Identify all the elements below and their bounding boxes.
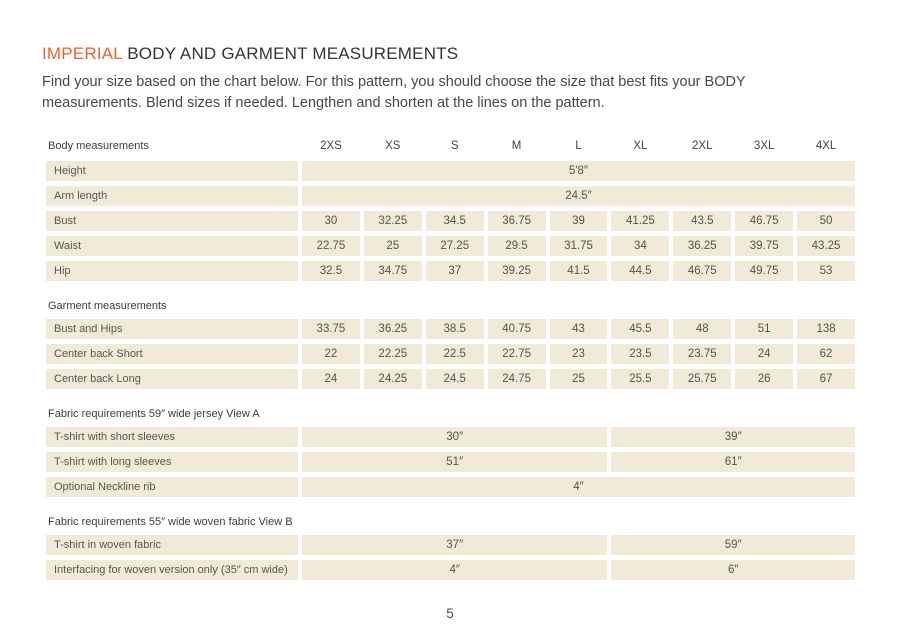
section-heading: Fabric requirements 59″ wide jersey View…	[46, 394, 855, 422]
page-header: IMPERIAL BODY AND GARMENT MEASUREMENTS F…	[42, 44, 832, 114]
row-label: Center back Short	[46, 344, 298, 364]
value-cell: 46.75	[735, 211, 794, 231]
size-column-header: XS	[385, 140, 401, 152]
value-cell: 34	[611, 236, 670, 256]
value-cell: 32.5	[302, 261, 360, 281]
value-cell: 25	[363, 236, 422, 256]
page-subtitle: Find your size based on the chart below.…	[42, 74, 746, 111]
size-table: Body measurements 2XS XS S M L XL 2XL 3XL 4XL Heig…	[46, 136, 855, 580]
size-column-header: 2XS	[320, 140, 342, 152]
value-cell: 36.75	[487, 211, 546, 231]
value-cell: 4″	[302, 477, 855, 497]
row-label: Optional Neckline rib	[46, 477, 298, 497]
value-cell: 138	[797, 319, 855, 339]
value-cell: 6″	[611, 560, 855, 580]
value-cell: 26	[735, 369, 794, 389]
size-column-header: 2XL	[692, 140, 713, 152]
value-cell: 23.75	[673, 344, 732, 364]
value-cell: 30″	[302, 427, 608, 447]
value-cell: 39.75	[735, 236, 794, 256]
value-cell: 29.5	[487, 236, 546, 256]
value-cell: 53	[797, 261, 855, 281]
page-title-rest: BODY AND GARMENT MEASUREMENTS	[122, 44, 459, 63]
value-cell: 39	[549, 211, 608, 231]
value-cell: 22.25	[363, 344, 422, 364]
value-cell: 25.75	[673, 369, 732, 389]
value-cell: 24.5″	[302, 186, 855, 206]
value-cell: 43.25	[797, 236, 855, 256]
value-cell: 31.75	[549, 236, 608, 256]
row-label: Height	[46, 161, 298, 181]
value-cell: 48	[673, 319, 732, 339]
value-cell: 62	[797, 344, 855, 364]
value-cell: 39″	[611, 427, 855, 447]
size-column-header: 4XL	[815, 140, 837, 152]
table-header-label: Body measurements	[48, 140, 149, 152]
value-cell: 24.5	[425, 369, 484, 389]
value-cell: 41.5	[549, 261, 608, 281]
value-cell: 37″	[302, 535, 608, 555]
value-cell: 67	[797, 369, 855, 389]
value-cell: 59″	[611, 535, 855, 555]
value-cell: 22.75	[302, 236, 360, 256]
value-cell: 43	[549, 319, 608, 339]
value-cell: 36.25	[363, 319, 422, 339]
size-column-header: S	[450, 140, 459, 152]
value-cell: 22	[302, 344, 360, 364]
value-cell: 23	[549, 344, 608, 364]
value-cell: 22.75	[487, 344, 546, 364]
value-cell: 24	[302, 369, 360, 389]
value-cell: 51	[735, 319, 794, 339]
value-cell: 43.5	[673, 211, 732, 231]
size-column-header: XL	[633, 140, 648, 152]
value-cell: 50	[797, 211, 855, 231]
section-heading: Garment measurements	[46, 286, 855, 314]
size-column-header: M	[511, 140, 522, 152]
value-cell: 61″	[611, 452, 855, 472]
row-label: Waist	[46, 236, 298, 256]
value-cell: 45.5	[611, 319, 670, 339]
value-cell: 24.75	[487, 369, 546, 389]
value-cell: 46.75	[673, 261, 732, 281]
value-cell: 32.25	[363, 211, 422, 231]
row-label: Bust and Hips	[46, 319, 298, 339]
value-cell: 38.5	[425, 319, 484, 339]
value-cell: 24.25	[363, 369, 422, 389]
row-label: T-shirt with long sleeves	[46, 452, 298, 472]
row-label: Center back Long	[46, 369, 298, 389]
value-cell: 44.5	[611, 261, 670, 281]
value-cell: 36.25	[673, 236, 732, 256]
value-cell: 30	[302, 211, 360, 231]
value-cell: 34.5	[425, 211, 484, 231]
value-cell: 24	[735, 344, 794, 364]
value-cell: 4″	[302, 560, 608, 580]
value-cell: 49.75	[735, 261, 794, 281]
row-label: T-shirt in woven fabric	[46, 535, 298, 555]
value-cell: 27.25	[425, 236, 484, 256]
value-cell: 37	[425, 261, 484, 281]
row-label: Hip	[46, 261, 298, 281]
value-cell: 25.5	[611, 369, 670, 389]
value-cell: 34.75	[363, 261, 422, 281]
row-label: T-shirt with short sleeves	[46, 427, 298, 447]
value-cell: 23.5	[611, 344, 670, 364]
page-title-accent: IMPERIAL	[42, 44, 123, 63]
size-column-header: 3XL	[753, 140, 775, 152]
value-cell: 40.75	[487, 319, 546, 339]
section-heading: Fabric requirements 55″ wide woven fabri…	[46, 502, 855, 530]
size-column-header: L	[575, 140, 582, 152]
value-cell: 51″	[302, 452, 608, 472]
row-label: Interfacing for woven version only (35″ …	[46, 560, 298, 580]
page-number: 5	[446, 606, 454, 621]
value-cell: 5′8″	[302, 161, 855, 181]
row-label: Arm length	[46, 186, 298, 206]
row-label: Bust	[46, 211, 298, 231]
value-cell: 39.25	[487, 261, 546, 281]
value-cell: 33.75	[302, 319, 360, 339]
value-cell: 22.5	[425, 344, 484, 364]
value-cell: 41.25	[611, 211, 670, 231]
value-cell: 25	[549, 369, 608, 389]
page-title: IMPERIAL BODY AND GARMENT MEASUREMENTS	[42, 44, 832, 64]
